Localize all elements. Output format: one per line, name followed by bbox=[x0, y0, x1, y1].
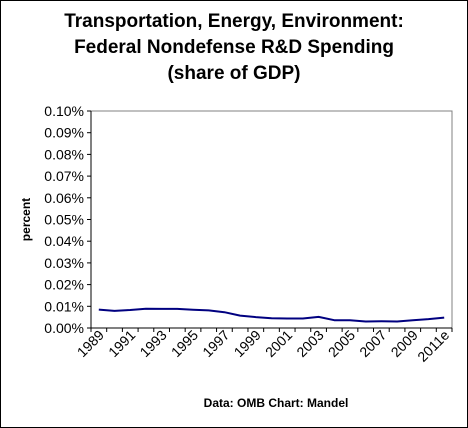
chart-title-line-2: Federal Nondefense R&D Spending bbox=[74, 37, 394, 58]
y-tick-label: 0.01% bbox=[44, 298, 84, 314]
x-tick-label: 1993 bbox=[136, 327, 169, 360]
x-tick-label: 1991 bbox=[105, 327, 138, 360]
chart-title-line-3: (share of GDP) bbox=[167, 63, 301, 84]
y-tick-label: 0.02% bbox=[44, 277, 84, 293]
y-tick-label: 0.03% bbox=[44, 255, 84, 271]
x-tick-label: 1997 bbox=[199, 327, 232, 360]
y-axis-label: percent bbox=[19, 198, 33, 241]
x-tick-label: 2005 bbox=[325, 327, 358, 360]
y-tick-label: 0.06% bbox=[44, 190, 84, 206]
y-tick-label: 0.07% bbox=[44, 168, 84, 184]
y-tick-label: 0.05% bbox=[44, 212, 84, 228]
x-tick-label: 2011e bbox=[414, 327, 452, 365]
y-tick-label: 0.08% bbox=[44, 146, 84, 162]
y-axis-ticks: 0.00% 0.01% 0.02% 0.03% 0.04% 0.05% 0.06% 0.07%… bbox=[44, 103, 92, 336]
y-tick-label: 0.00% bbox=[44, 320, 84, 336]
x-tick-label: 1999 bbox=[231, 327, 264, 360]
x-tick-label: 2007 bbox=[356, 327, 389, 360]
y-tick-label: 0.04% bbox=[44, 233, 84, 249]
source-note: Data: OMB Chart: Mandel bbox=[203, 396, 349, 410]
series-line bbox=[98, 307, 445, 323]
x-tick-label: 2001 bbox=[262, 327, 295, 360]
y-tick-label: 0.10% bbox=[44, 103, 84, 119]
chart-title-line-1: Transportation, Energy, Environment: bbox=[64, 11, 404, 32]
y-tick-label: 0.09% bbox=[44, 125, 84, 141]
x-axis-ticks: 1989199119931995199719992001200320052007… bbox=[74, 327, 453, 365]
plot-area bbox=[90, 110, 453, 329]
x-tick-label: 2003 bbox=[293, 327, 326, 360]
x-tick-label: 1995 bbox=[168, 327, 201, 360]
